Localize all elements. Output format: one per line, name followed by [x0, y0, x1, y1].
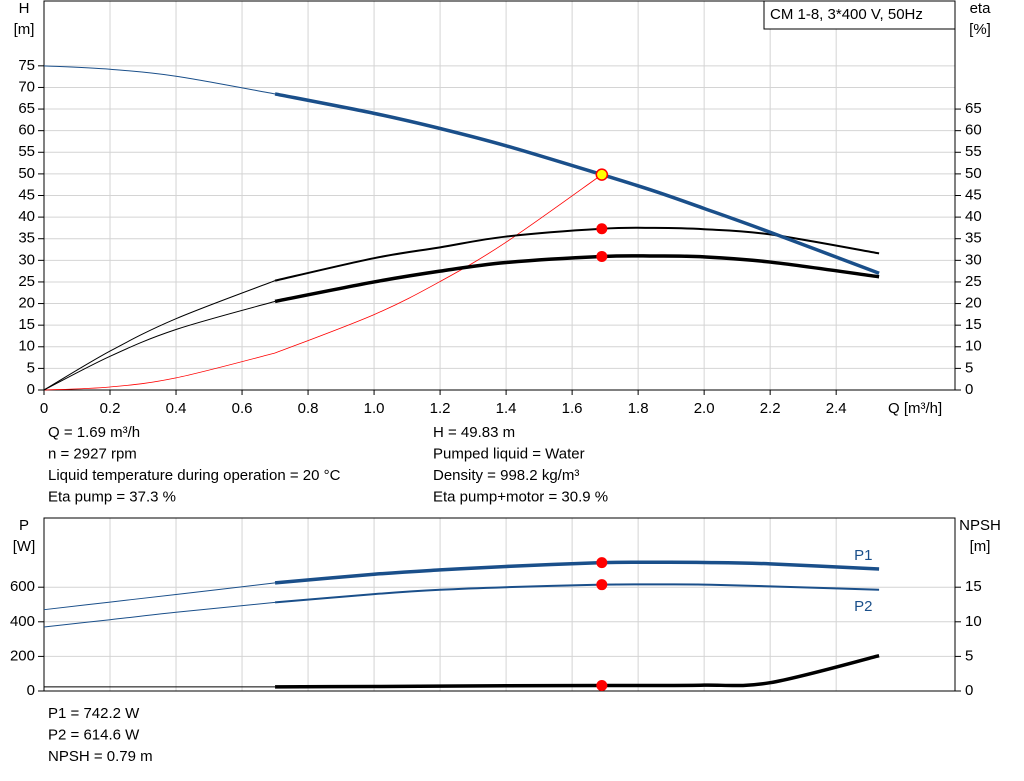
- x-tick-label: 0: [40, 400, 48, 417]
- duty-point: [596, 579, 608, 591]
- x-tick-label: 1.4: [496, 400, 517, 417]
- info-text: Density = 998.2 kg/m³: [433, 467, 579, 484]
- x-tick-label: 0.2: [100, 400, 121, 417]
- curve: [274, 174, 603, 354]
- y-tick-label: 40: [18, 208, 35, 225]
- y2-tick-label: 40: [965, 208, 982, 225]
- plot-frame: [43, 517, 956, 692]
- title-box: [763, 0, 956, 30]
- y-tick-label: 60: [18, 122, 35, 139]
- y2-tick-label: 65: [965, 100, 982, 117]
- duty-point: [596, 557, 608, 569]
- y2-tick-label: 55: [965, 143, 982, 160]
- y-tick-label: 15: [18, 316, 35, 333]
- curve: [43, 300, 276, 391]
- y-axis-label: P: [19, 517, 29, 534]
- chart-title: CM 1-8, 3*400 V, 50Hz: [770, 6, 923, 23]
- y2-tick-label: 0: [965, 381, 973, 398]
- y2-tick-label: 20: [965, 295, 982, 312]
- y2-tick-label: 45: [965, 186, 982, 203]
- y-tick-label: 600: [10, 578, 35, 595]
- y-tick-label: 5: [27, 359, 35, 376]
- x-tick-label: 0.6: [232, 400, 253, 417]
- x-tick-label: 1.8: [628, 400, 649, 417]
- curve: [274, 92, 880, 275]
- y-tick-label: 55: [18, 143, 35, 160]
- curve: [274, 560, 880, 585]
- info-text: Eta pump+motor = 30.9 %: [433, 488, 608, 505]
- x-tick-label: 0.8: [298, 400, 319, 417]
- curve: [43, 582, 276, 611]
- y2-axis-unit: [m]: [970, 538, 991, 555]
- info-text: NPSH = 0.79 m: [48, 748, 153, 765]
- x-tick-label: 1.6: [562, 400, 583, 417]
- y2-tick-label: 50: [965, 165, 982, 182]
- curve: [43, 352, 276, 391]
- curve: [43, 601, 276, 628]
- duty-point: [596, 680, 608, 692]
- y2-axis-label: eta: [970, 0, 992, 17]
- info-text: P2 = 614.6 W: [48, 726, 140, 743]
- curve: [275, 654, 880, 689]
- y2-tick-label: 25: [965, 273, 982, 290]
- y2-tick-label: 15: [965, 578, 982, 595]
- info-text: n = 2927 rpm: [48, 445, 137, 462]
- duty-point: [596, 223, 608, 235]
- curve: [274, 226, 880, 282]
- y-axis-label: H: [19, 0, 30, 17]
- y2-axis-label: NPSH: [959, 517, 1001, 534]
- x-tick-label: 2.4: [826, 400, 847, 417]
- y2-axis-unit: [%]: [969, 21, 991, 38]
- curve: [274, 254, 880, 304]
- y-tick-label: 0: [27, 381, 35, 398]
- duty-point: [596, 250, 608, 262]
- y-tick-label: 200: [10, 647, 35, 664]
- info-text: Eta pump = 37.3 %: [48, 488, 176, 505]
- y2-tick-label: 5: [965, 647, 973, 664]
- series-label: P2: [854, 598, 872, 615]
- x-tick-label: 1.2: [430, 400, 451, 417]
- info-text: Liquid temperature during operation = 20…: [48, 467, 341, 484]
- y-tick-label: 65: [18, 100, 35, 117]
- info-text: P1 = 742.2 W: [48, 705, 140, 722]
- y2-tick-label: 10: [965, 338, 982, 355]
- y2-tick-label: 10: [965, 613, 982, 630]
- x-tick-label: 2.2: [760, 400, 781, 417]
- y-tick-label: 25: [18, 273, 35, 290]
- y-axis-unit: [m]: [14, 21, 35, 38]
- y-tick-label: 50: [18, 165, 35, 182]
- y-tick-label: 75: [18, 57, 35, 74]
- y-axis-unit: [W]: [13, 538, 36, 555]
- series-label: P1: [854, 547, 872, 564]
- y-tick-label: 45: [18, 186, 35, 203]
- y-tick-label: 400: [10, 613, 35, 630]
- curve: [43, 280, 276, 391]
- info-text: H = 49.83 m: [433, 424, 515, 441]
- info-text: Q = 1.69 m³/h: [48, 424, 140, 441]
- y2-tick-label: 0: [965, 682, 973, 699]
- y-tick-label: 10: [18, 338, 35, 355]
- y2-tick-label: 60: [965, 122, 982, 139]
- x-tick-label: 0.4: [166, 400, 187, 417]
- x-tick-label: 1.0: [364, 400, 385, 417]
- y-tick-label: 30: [18, 251, 35, 268]
- curve: [43, 65, 276, 95]
- y2-tick-label: 30: [965, 251, 982, 268]
- x-tick-label: 2.0: [694, 400, 715, 417]
- y-tick-label: 35: [18, 230, 35, 247]
- y-tick-label: 70: [18, 78, 35, 95]
- y-tick-label: 0: [27, 682, 35, 699]
- y2-tick-label: 35: [965, 230, 982, 247]
- plot-frame: [43, 0, 956, 391]
- y2-tick-label: 15: [965, 316, 982, 333]
- x-axis-label: Q [m³/h]: [888, 400, 942, 417]
- y2-tick-label: 5: [965, 359, 973, 376]
- info-text: Pumped liquid = Water: [433, 445, 585, 462]
- duty-point: [595, 168, 609, 181]
- y-tick-label: 20: [18, 295, 35, 312]
